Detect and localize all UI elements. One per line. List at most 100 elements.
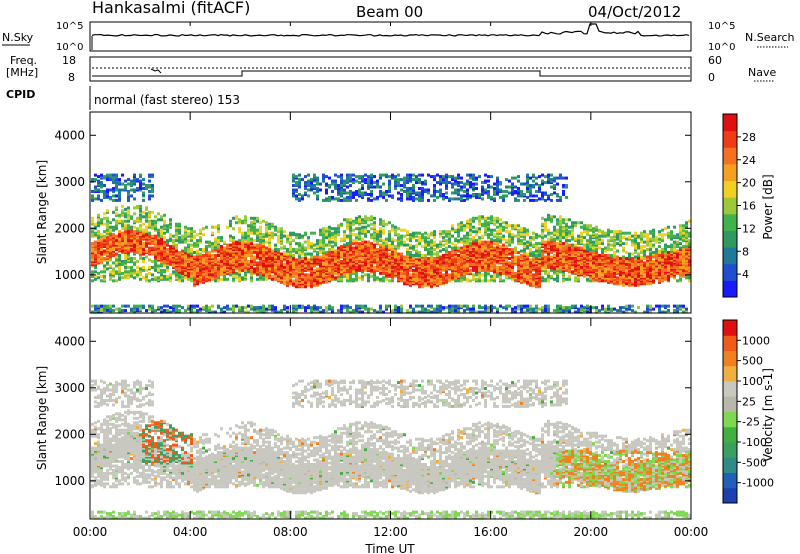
data-cell — [454, 179, 457, 183]
data-cell — [196, 243, 199, 247]
data-cell — [493, 242, 496, 246]
data-cell — [94, 240, 97, 244]
data-cell — [373, 175, 376, 179]
data-cell — [280, 227, 283, 231]
data-cell — [415, 243, 418, 247]
data-cell — [526, 304, 529, 308]
data-cell — [469, 237, 472, 241]
data-cell — [361, 175, 364, 179]
data-cell — [472, 219, 475, 223]
data-cell — [118, 219, 121, 223]
data-cell — [259, 276, 262, 280]
data-cell — [115, 178, 118, 182]
data-cell — [337, 309, 340, 313]
data-cell — [307, 236, 310, 240]
data-cell — [292, 310, 295, 314]
data-cell — [460, 258, 463, 262]
data-cell — [97, 213, 100, 217]
data-cell — [133, 243, 136, 247]
data-cell — [493, 189, 496, 193]
data-cell — [145, 268, 148, 272]
data-cell — [103, 267, 106, 271]
data-cell — [517, 261, 520, 265]
data-cell — [217, 230, 220, 234]
data-cell — [97, 271, 100, 275]
data-cell — [511, 248, 514, 252]
data-cell — [232, 255, 235, 259]
data-cell — [373, 273, 376, 277]
data-cell — [118, 188, 121, 192]
data-cell — [460, 279, 463, 283]
data-cell — [187, 304, 190, 308]
data-cell — [532, 273, 535, 277]
data-cell — [424, 182, 427, 186]
data-cell — [448, 259, 451, 263]
data-cell — [103, 222, 106, 226]
data-cell — [370, 189, 373, 193]
data-cell — [409, 251, 412, 255]
data-cell — [496, 216, 499, 220]
data-cell — [451, 242, 454, 246]
data-cell — [355, 175, 358, 179]
data-cell — [304, 273, 307, 277]
data-cell — [439, 188, 442, 192]
data-cell — [256, 219, 259, 223]
data-cell — [370, 198, 373, 202]
data-cell — [328, 254, 331, 258]
data-cell — [466, 197, 469, 201]
data-cell — [490, 240, 493, 244]
data-cell — [373, 251, 376, 255]
data-cell — [328, 304, 331, 308]
data-cell — [532, 198, 535, 202]
data-cell — [379, 221, 382, 225]
data-cell — [505, 224, 508, 228]
data-cell — [445, 261, 448, 265]
data-cell — [100, 237, 103, 241]
data-cell — [181, 306, 184, 310]
data-cell — [532, 184, 535, 188]
data-cell — [121, 259, 124, 263]
data-cell — [301, 243, 304, 247]
data-cell — [469, 310, 472, 314]
data-cell — [94, 231, 97, 235]
data-cell — [412, 184, 415, 188]
data-cell — [172, 234, 175, 238]
data-cell — [274, 306, 277, 310]
data-cell — [430, 175, 433, 179]
data-cell — [373, 216, 376, 220]
data-cell — [154, 268, 157, 272]
data-cell — [361, 184, 364, 188]
data-cell — [292, 248, 295, 252]
data-cell — [169, 218, 172, 222]
data-cell — [250, 231, 253, 235]
data-cell — [256, 236, 259, 240]
data-cell — [409, 310, 412, 314]
data-cell — [328, 230, 331, 234]
data-cell — [286, 306, 289, 310]
data-cell — [388, 304, 391, 308]
data-cell — [184, 255, 187, 259]
data-cell — [265, 246, 268, 250]
data-cell — [112, 304, 115, 308]
data-cell — [502, 194, 505, 198]
data-cell — [466, 239, 469, 243]
data-cell — [505, 178, 508, 182]
data-cell — [175, 271, 178, 275]
data-cell — [163, 309, 166, 313]
data-cell — [472, 242, 475, 246]
data-cell — [421, 195, 424, 199]
data-cell — [535, 304, 538, 308]
data-cell — [529, 191, 532, 195]
data-cell — [469, 307, 472, 311]
data-cell — [517, 233, 520, 237]
data-cell — [340, 173, 343, 177]
data-cell — [499, 218, 502, 222]
data-cell — [451, 182, 454, 186]
data-cell — [541, 306, 544, 310]
data-cell — [283, 304, 286, 308]
data-cell — [520, 261, 523, 265]
data-cell — [364, 307, 367, 311]
data-cell — [532, 236, 535, 240]
data-cell — [301, 259, 304, 263]
data-cell — [112, 233, 115, 237]
